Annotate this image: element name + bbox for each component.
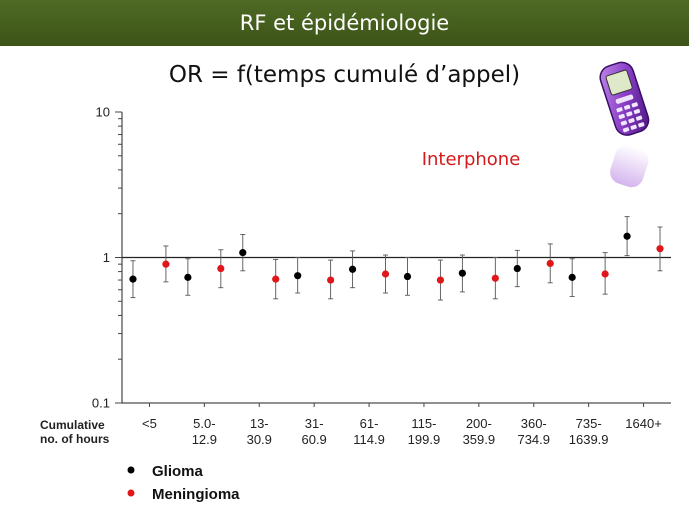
data-point-glioma	[294, 272, 302, 280]
annotation-interphone: Interphone	[422, 149, 521, 170]
y-tick-label: 10	[96, 105, 110, 120]
data-point-meningioma	[546, 259, 554, 268]
x-tick-label: <5	[142, 416, 157, 431]
x-tick-label: 13-30.9	[247, 416, 272, 447]
x-axis-label: Cumulative no. of hours	[40, 418, 110, 446]
chart-subtitle: OR = f(temps cumulé d’appel)	[168, 62, 521, 88]
data-point-meningioma	[327, 276, 335, 284]
data-point-glioma	[568, 273, 576, 281]
legend: Glioma Meningioma	[127, 463, 240, 503]
x-tick-label: 735-1639.9	[569, 416, 609, 447]
slide-title: RF et épidémiologie	[239, 11, 450, 35]
data-point-glioma	[129, 275, 137, 283]
data-point-meningioma	[601, 270, 609, 278]
data-point-glioma	[458, 269, 466, 277]
data-point-glioma	[348, 265, 357, 273]
x-tick-label: 360-734.9	[517, 416, 550, 447]
x-tick-label: 61-114.9	[353, 416, 385, 447]
legend-marker-meningioma	[127, 489, 135, 497]
data-point-glioma	[239, 249, 247, 257]
slide-banner: RF et épidémiologie	[0, 0, 689, 46]
x-tick-label: 5.0-12.9	[192, 416, 217, 447]
x-tick-label: 1640+	[625, 416, 662, 431]
data-point-glioma	[513, 264, 521, 273]
y-tick-label: 1	[103, 250, 110, 265]
data-point-meningioma	[656, 245, 664, 253]
mobile-phone-icon	[599, 61, 650, 188]
x-tick-label: 115-199.9	[408, 416, 441, 447]
data-point-meningioma	[436, 276, 445, 284]
legend-marker-glioma	[127, 466, 135, 474]
data-point-meningioma	[381, 270, 390, 278]
y-tick-label: 0.1	[92, 396, 110, 411]
x-tick-label: 31-60.9	[301, 416, 326, 447]
legend-label-meningioma: Meningioma	[152, 486, 240, 503]
data-point-meningioma	[491, 274, 499, 282]
legend-label-glioma: Glioma	[152, 463, 204, 480]
data-point-meningioma	[217, 264, 225, 273]
data-point-glioma	[184, 273, 192, 281]
data-point-meningioma	[272, 275, 280, 283]
data-point-meningioma	[162, 260, 170, 268]
data-point-glioma	[623, 232, 631, 240]
x-tick-label: 200-359.9	[463, 416, 496, 447]
data-point-glioma	[403, 272, 412, 281]
